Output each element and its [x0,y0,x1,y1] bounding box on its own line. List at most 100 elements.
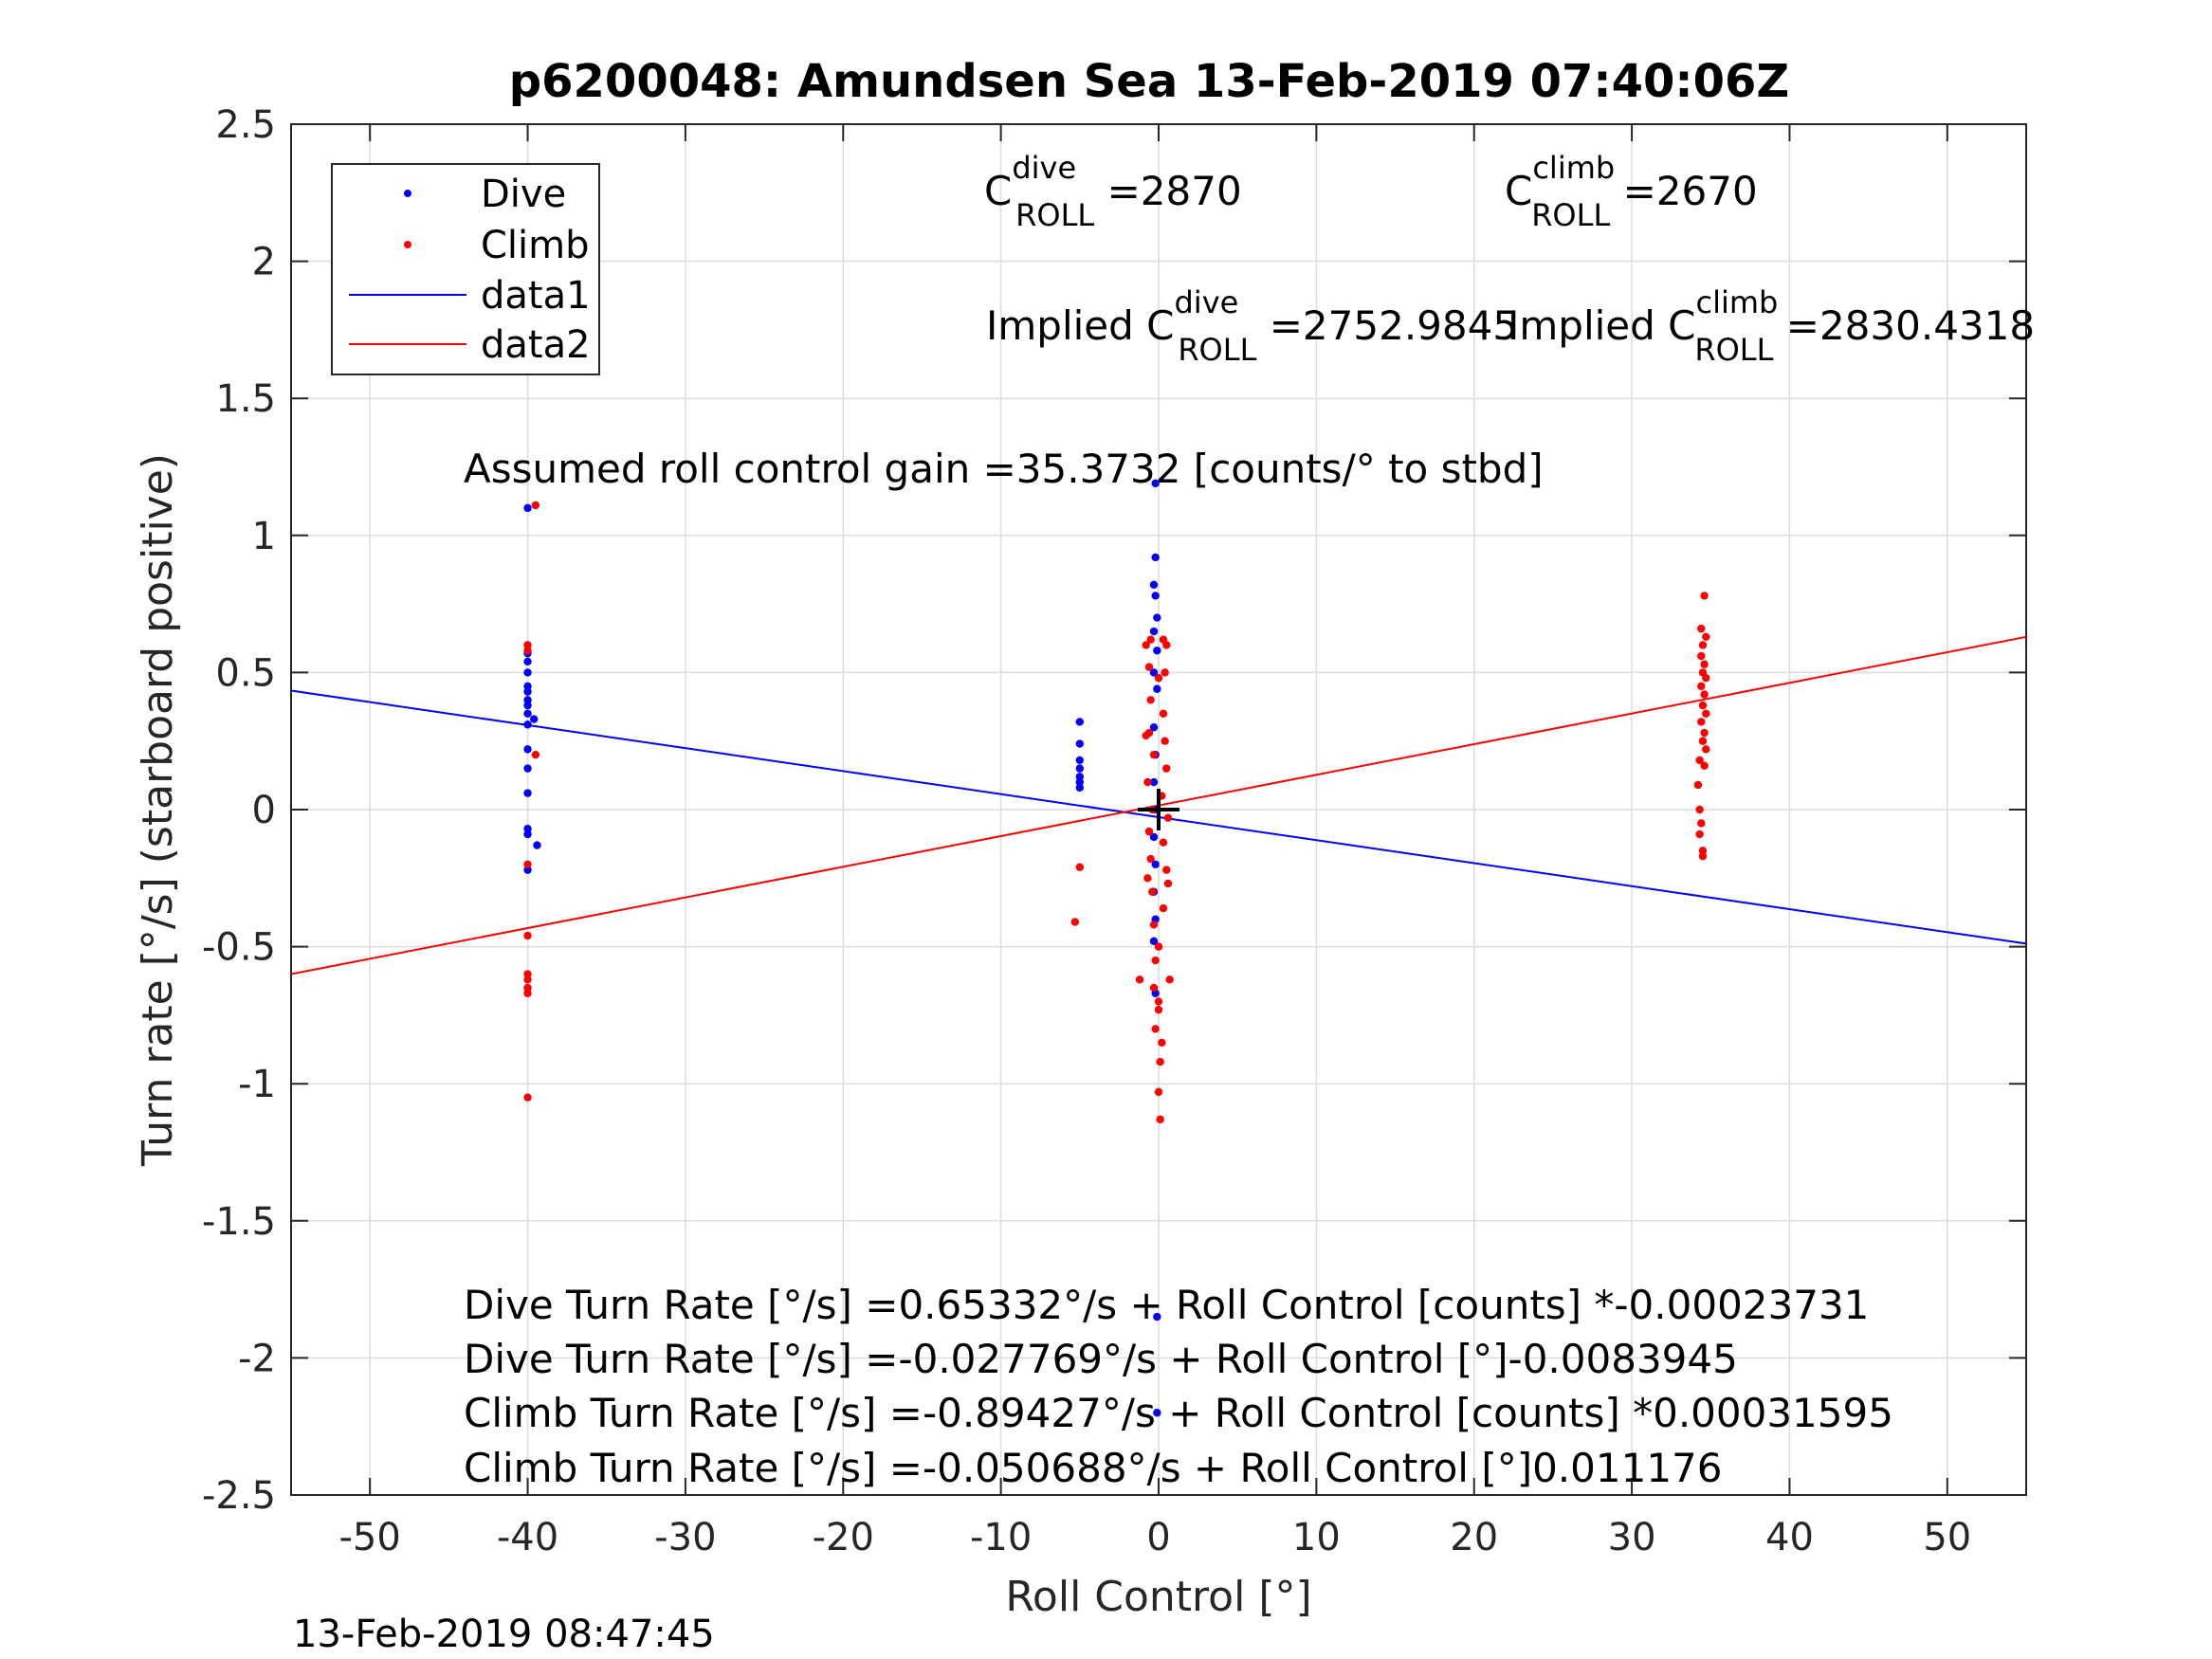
y-tick-label: -0.5 [202,926,276,970]
climb-point [1697,682,1706,691]
legend-data1-label: data1 [481,274,591,318]
climb-point [1146,635,1155,644]
dive-point [523,682,532,691]
legend: Dive Climb data1 data2 [331,163,600,375]
x-tick-label: 0 [1146,1516,1170,1559]
dive-point [523,764,532,773]
climb-point [1154,673,1163,683]
climb-point [1149,921,1159,929]
dive-point [523,745,532,754]
climb-point [1154,1005,1163,1014]
climb-point [1700,690,1709,699]
climb-point [1698,641,1708,649]
dive-point [1075,783,1085,793]
dive-point [523,687,532,696]
axis-ticks [291,123,2026,1496]
climb-point [1162,641,1171,649]
dive-point [1149,777,1159,787]
dive-point [1151,553,1160,562]
climb-point [523,1093,532,1102]
dive-point [1151,592,1160,600]
climb-point [1142,731,1150,740]
y-tick-label: 1 [252,515,276,558]
climb-point [1697,651,1706,661]
climb-point [1146,854,1155,864]
climb-point [1149,750,1159,759]
y-tick-label: 0 [252,789,276,832]
dive-point [1149,723,1159,732]
legend-climb-label: Climb [481,224,590,267]
roll-gain-annotation: Assumed roll control gain =35.3732 [coun… [464,446,1544,492]
x-tick-label: -20 [813,1516,874,1559]
climb-point [1165,975,1174,984]
dive-point [1149,937,1159,946]
climb-point [1156,1115,1164,1123]
climb-point [1148,887,1157,896]
legend-box [331,163,600,375]
climb-point [1163,813,1173,822]
climb-point [1702,673,1710,683]
c-roll-climb-label: Cclimb ROLL =2670 [1505,150,1758,233]
legend-data2-label: data2 [481,323,591,367]
climb-point [1695,756,1704,765]
climb-point [1700,728,1709,738]
climb-point [1143,874,1152,883]
generated-timestamp: 13-Feb-2019 08:47:45 [293,1613,715,1656]
climb-point [1149,983,1159,993]
climb-point [1151,1025,1160,1033]
climb-point [1159,903,1168,913]
annotations: Cdive ROLL =2870 Cclimb ROLL =2670 Implied… [464,150,2035,1491]
chart-title: p6200048: Amundsen Sea 13-Feb-2019 07:40… [509,55,1789,108]
dive-point [523,825,532,833]
climb-point [1159,838,1168,847]
x-tick-labels: -50 -40 -30 -20 -10 0 10 20 30 40 50 [339,1516,1972,1559]
climb-point [1070,918,1080,926]
dive-point [523,830,532,839]
dive-point [1075,718,1085,726]
climb-point [1698,701,1708,710]
climb-point [531,750,540,759]
climb-point [1698,847,1708,855]
y-tick-label: 2 [252,241,276,284]
dive-point [1153,1409,1161,1417]
climb-point [1154,942,1163,951]
y-tick-label: -2.5 [202,1474,276,1518]
climb-point [1700,660,1709,668]
climb-point [1156,1057,1164,1066]
y-tick-label: 1.5 [215,377,276,421]
data-points [523,479,1710,1417]
dive-point [523,696,532,704]
dive-point [1153,1312,1161,1322]
dive-point [1075,764,1085,773]
climb-point [1144,663,1154,671]
climb-counts-equation: Climb Turn Rate [°/s] =-0.89427°/s + Rol… [464,1390,1893,1436]
climb-point [1158,1038,1166,1048]
x-axis-label: Roll Control [°] [1005,1573,1311,1621]
climb-point [1151,956,1160,965]
dive-point [1153,647,1161,655]
legend-dive-marker [404,190,411,197]
y-tick-labels: -2.5 -2 -1.5 -1 -0.5 0 0.5 1 1.5 2 2.5 [202,103,276,1518]
climb-point [1146,696,1155,704]
climb-point [531,501,540,510]
x-tick-label: 20 [1450,1516,1498,1559]
x-tick-label: -50 [339,1516,401,1559]
y-tick-label: -1.5 [202,1200,276,1244]
implied-c-roll-dive-label: Implied Cdive ROLL =2752.9845 [986,284,1518,368]
climb-point [1135,975,1144,984]
climb-point [1144,827,1154,836]
climb-point [523,641,532,649]
x-tick-label: 30 [1608,1516,1656,1559]
climb-point [1695,805,1704,814]
climb-point [1161,737,1169,745]
climb-point [1697,819,1706,828]
dive-point [1149,668,1159,677]
dive-point [1153,684,1161,693]
legend-climb-marker [404,241,411,248]
climb-point [1161,668,1169,677]
climb-point [1075,863,1085,871]
c-roll-dive-label: Cdive ROLL =2870 [984,150,1242,233]
dive-point [1151,479,1160,488]
dive-point [523,720,532,729]
dive-point [523,701,532,710]
